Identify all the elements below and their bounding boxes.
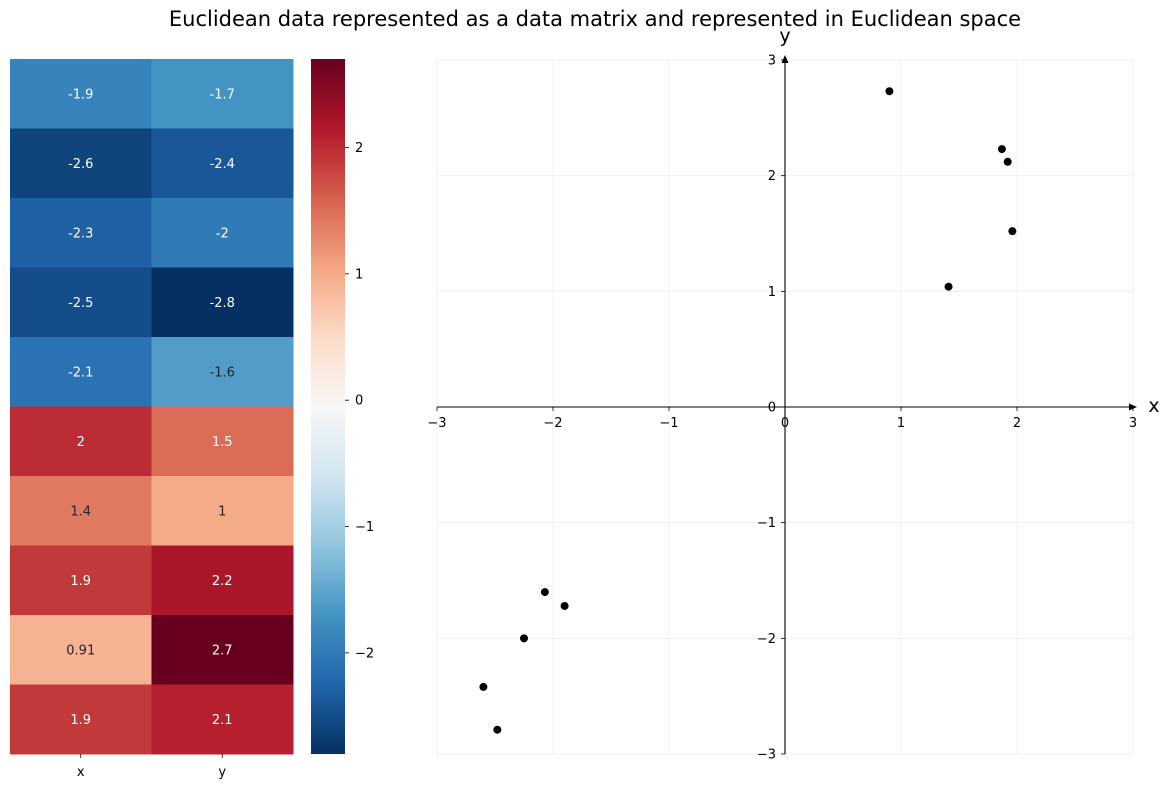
data-point — [560, 601, 569, 610]
scatter-ticks: −3 −2 −1 0 1 2 3 3 2 1 0 −1 −2 −3 — [427, 54, 1137, 763]
heatmap-cell — [151, 59, 294, 129]
y-tick-label: −2 — [757, 632, 776, 647]
y-tick-label: 3 — [768, 54, 776, 69]
heatmap-cell — [10, 545, 152, 616]
heatmap-cell — [10, 267, 152, 338]
colorbar-tick-label: 0 — [355, 394, 363, 409]
heatmap-cell-label: 2.2 — [212, 574, 233, 589]
x-tick-label: −3 — [427, 416, 446, 431]
heatmap-cell-label: -2.4 — [210, 157, 235, 172]
heatmap-cell — [151, 615, 294, 685]
data-point — [520, 634, 528, 643]
data-point — [1003, 157, 1012, 166]
heatmap-cell-label: 1.9 — [70, 574, 91, 589]
y-tick-label: −1 — [757, 516, 776, 531]
heatmap-cell-label: 0.91 — [66, 643, 95, 658]
y-axis-name: y — [779, 25, 790, 47]
heatmap-cell — [151, 198, 294, 268]
heatmap-cell — [151, 406, 294, 477]
heatmap-cell-label: -1.6 — [210, 365, 235, 380]
scatter-points — [479, 87, 1017, 734]
colorbar — [311, 59, 345, 754]
heatmap-cell — [10, 406, 152, 477]
heatmap-column-label: y — [218, 765, 226, 780]
colorbar-tick-label: −2 — [355, 646, 374, 661]
data-point — [1008, 227, 1017, 236]
heatmap-cell-label: 1.9 — [70, 713, 91, 728]
data-point — [479, 682, 488, 691]
data-point — [540, 588, 549, 597]
heatmap-cell-label: -2.3 — [68, 226, 93, 241]
heatmap-cell — [10, 684, 152, 755]
colorbar-tick-label: 1 — [355, 267, 363, 282]
x-tick-label: 1 — [897, 416, 905, 431]
x-axis-name: x — [1148, 395, 1159, 417]
heatmap-cell-label: -2.8 — [210, 296, 235, 311]
heatmap-cell — [10, 198, 152, 268]
scatter-plot: x y −3 −2 −1 0 1 2 3 3 2 1 0 −1 −2 −3 — [427, 25, 1159, 763]
heatmap-cell-label: -1.7 — [210, 87, 235, 102]
x-tick-label: −1 — [659, 416, 678, 431]
heatmap-cell-label: 1.4 — [70, 504, 91, 519]
heatmap-cell-label: 2.7 — [212, 643, 233, 658]
y-tick-label: 2 — [768, 169, 776, 184]
x-tick-label: 2 — [1013, 416, 1021, 431]
y-tick-label: −3 — [757, 748, 776, 763]
colorbar-ticks: 2 1 0 −1 −2 — [345, 141, 374, 661]
heatmap-cell — [10, 128, 152, 199]
heatmap-column-label: x — [77, 765, 85, 780]
heatmap-cell — [151, 337, 294, 407]
heatmap-cell-label: 1 — [218, 504, 226, 519]
x-tick-label: 0 — [781, 416, 789, 431]
heatmap-cell — [151, 128, 294, 199]
heatmap-cell — [151, 684, 294, 755]
colorbar-tick-label: 2 — [355, 141, 363, 156]
heatmap-cell-label: 2 — [77, 435, 85, 450]
figure-title: Euclidean data represented as a data mat… — [169, 7, 1021, 31]
heatmap-cell-label: -2.5 — [68, 296, 93, 311]
heatmap-cell — [10, 476, 152, 546]
heatmap-cell — [10, 59, 152, 129]
x-tick-label: −2 — [543, 416, 562, 431]
data-point — [997, 145, 1006, 154]
y-axis-arrow-icon — [781, 55, 789, 63]
heatmap-cell — [10, 615, 152, 685]
y-tick-label: 1 — [768, 285, 776, 300]
heatmap-cell-label: -1.9 — [68, 87, 93, 102]
data-point — [885, 87, 894, 96]
x-tick-label: 3 — [1129, 416, 1137, 431]
heatmap-cell — [151, 476, 294, 546]
data-point — [493, 725, 502, 734]
heatmap-cell — [151, 545, 294, 616]
heatmap-cell-label: -2.1 — [68, 365, 93, 380]
y-tick-label: 0 — [768, 401, 776, 416]
heatmap-cell-label: 1.5 — [212, 435, 233, 450]
heatmap-cell-label: -2.6 — [68, 157, 93, 172]
heatmap-cell — [151, 267, 294, 338]
colorbar-tick-label: −1 — [355, 520, 374, 535]
heatmap-cell — [10, 337, 152, 407]
heatmap: -1.9 -1.7 -2.6 -2.4 -2.3 -2 -2.5 -2.8 -2.1 -1.6 2 1… — [10, 59, 294, 755]
data-point — [944, 282, 953, 291]
heatmap-cell-label: 2.1 — [212, 713, 233, 728]
heatmap-cell-label: -2 — [216, 226, 229, 241]
